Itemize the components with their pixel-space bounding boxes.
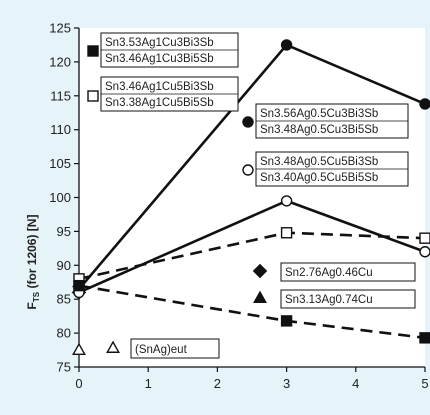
y-tick-label: 120 xyxy=(49,54,71,69)
legend-marker xyxy=(242,116,254,128)
legend-label: Sn3.56Ag0.5Cu3Bi3Sb xyxy=(260,108,378,120)
y-axis-title-main: F xyxy=(25,302,39,309)
y-tick-label: 95 xyxy=(57,224,71,239)
legend-box xyxy=(280,289,416,309)
y-tick-label: 90 xyxy=(57,258,71,273)
data-point xyxy=(280,315,293,327)
x-tick-label: 3 xyxy=(283,376,290,391)
legend-marker xyxy=(252,263,268,279)
legend-item: Sn3.46Ag1Cu5Bi3Sb Sn3.38Ag1Cu5Bi5Sb xyxy=(87,76,239,112)
data-point xyxy=(72,342,86,355)
legend-label: Sn3.46Ag1Cu5Bi3Sb xyxy=(105,81,214,93)
legend-label: Sn3.38Ag1Cu5Bi5Sb xyxy=(105,97,214,109)
legend-box xyxy=(280,262,416,282)
y-tick-label: 105 xyxy=(49,156,71,171)
data-point xyxy=(280,227,293,239)
data-point xyxy=(419,332,430,344)
series-layer xyxy=(71,39,430,355)
legend-item: Sn3.56Ag0.5Cu3Bi3Sb Sn3.48Ag0.5Cu3Bi5Sb xyxy=(242,103,409,139)
y-tick-label: 110 xyxy=(50,122,71,137)
x-tick-label: 1 xyxy=(145,376,152,391)
x-tick-label: 2 xyxy=(214,376,221,391)
x-tick-label: 0 xyxy=(75,376,82,391)
legend-label: Sn3.48Ag0.5Cu3Bi5Sb xyxy=(260,124,378,136)
legend-marker xyxy=(106,340,120,353)
y-tick-label: 75 xyxy=(57,360,71,375)
axes: 75 80 85 90 95 100 105 110 115 120 125 0 1 2 3 4 5 xyxy=(49,21,428,392)
legend-item: Sn2.76Ag0.46Cu xyxy=(252,262,416,282)
data-point xyxy=(280,39,293,51)
legend-label: Sn3.48Ag0.5Cu5Bi3Sb xyxy=(260,156,378,168)
x-tick-label: 5 xyxy=(421,376,428,391)
legend-marker xyxy=(87,45,99,57)
data-point xyxy=(419,98,430,110)
legend-item: (SnAg)eut xyxy=(106,338,220,359)
data-point xyxy=(280,195,293,207)
y-tick-label: 125 xyxy=(49,21,71,36)
legend-label: Sn3.13Ag0.74Cu xyxy=(285,294,373,306)
legend-marker xyxy=(253,290,267,303)
legend-label: Sn3.40Ag0.5Cu5Bi5Sb xyxy=(260,172,378,184)
y-tick-label: 115 xyxy=(50,88,71,103)
y-tick-label: 80 xyxy=(57,326,71,341)
y-tick-label: 100 xyxy=(49,190,71,205)
legend: Sn3.53Ag1Cu3Bi3Sb Sn3.46Ag1Cu3Bi5Sb Sn3.46… xyxy=(87,32,416,359)
legend-marker xyxy=(87,90,99,102)
legend-label: (SnAg)eut xyxy=(135,344,188,356)
legend-item: Sn3.48Ag0.5Cu5Bi3Sb Sn3.40Ag0.5Cu5Bi5Sb xyxy=(242,151,409,187)
y-axis-title: FTS (for 1206) [N] xyxy=(25,215,41,310)
y-axis-title-tail: (for 1206) [N] xyxy=(25,215,39,292)
legend-label: Sn3.46Ag1Cu3Bi5Sb xyxy=(105,53,214,65)
legend-label: Sn2.76Ag0.46Cu xyxy=(285,267,373,279)
svg-text:FTS (for 1206) [N]: FTS (for 1206) [N] xyxy=(25,215,41,310)
data-point xyxy=(419,246,430,258)
data-point xyxy=(419,232,430,244)
legend-item: Sn3.13Ag0.74Cu xyxy=(253,289,416,309)
legend-box xyxy=(130,338,220,359)
legend-marker xyxy=(242,164,254,176)
data-point xyxy=(73,279,85,292)
x-tick-label: 4 xyxy=(352,376,359,391)
legend-label: Sn3.53Ag1Cu3Bi3Sb xyxy=(105,37,214,49)
legend-item: Sn3.53Ag1Cu3Bi3Sb Sn3.46Ag1Cu3Bi5Sb xyxy=(87,32,239,68)
y-axis-title-subscript: TS xyxy=(32,291,41,302)
y-tick-label: 85 xyxy=(57,292,71,307)
